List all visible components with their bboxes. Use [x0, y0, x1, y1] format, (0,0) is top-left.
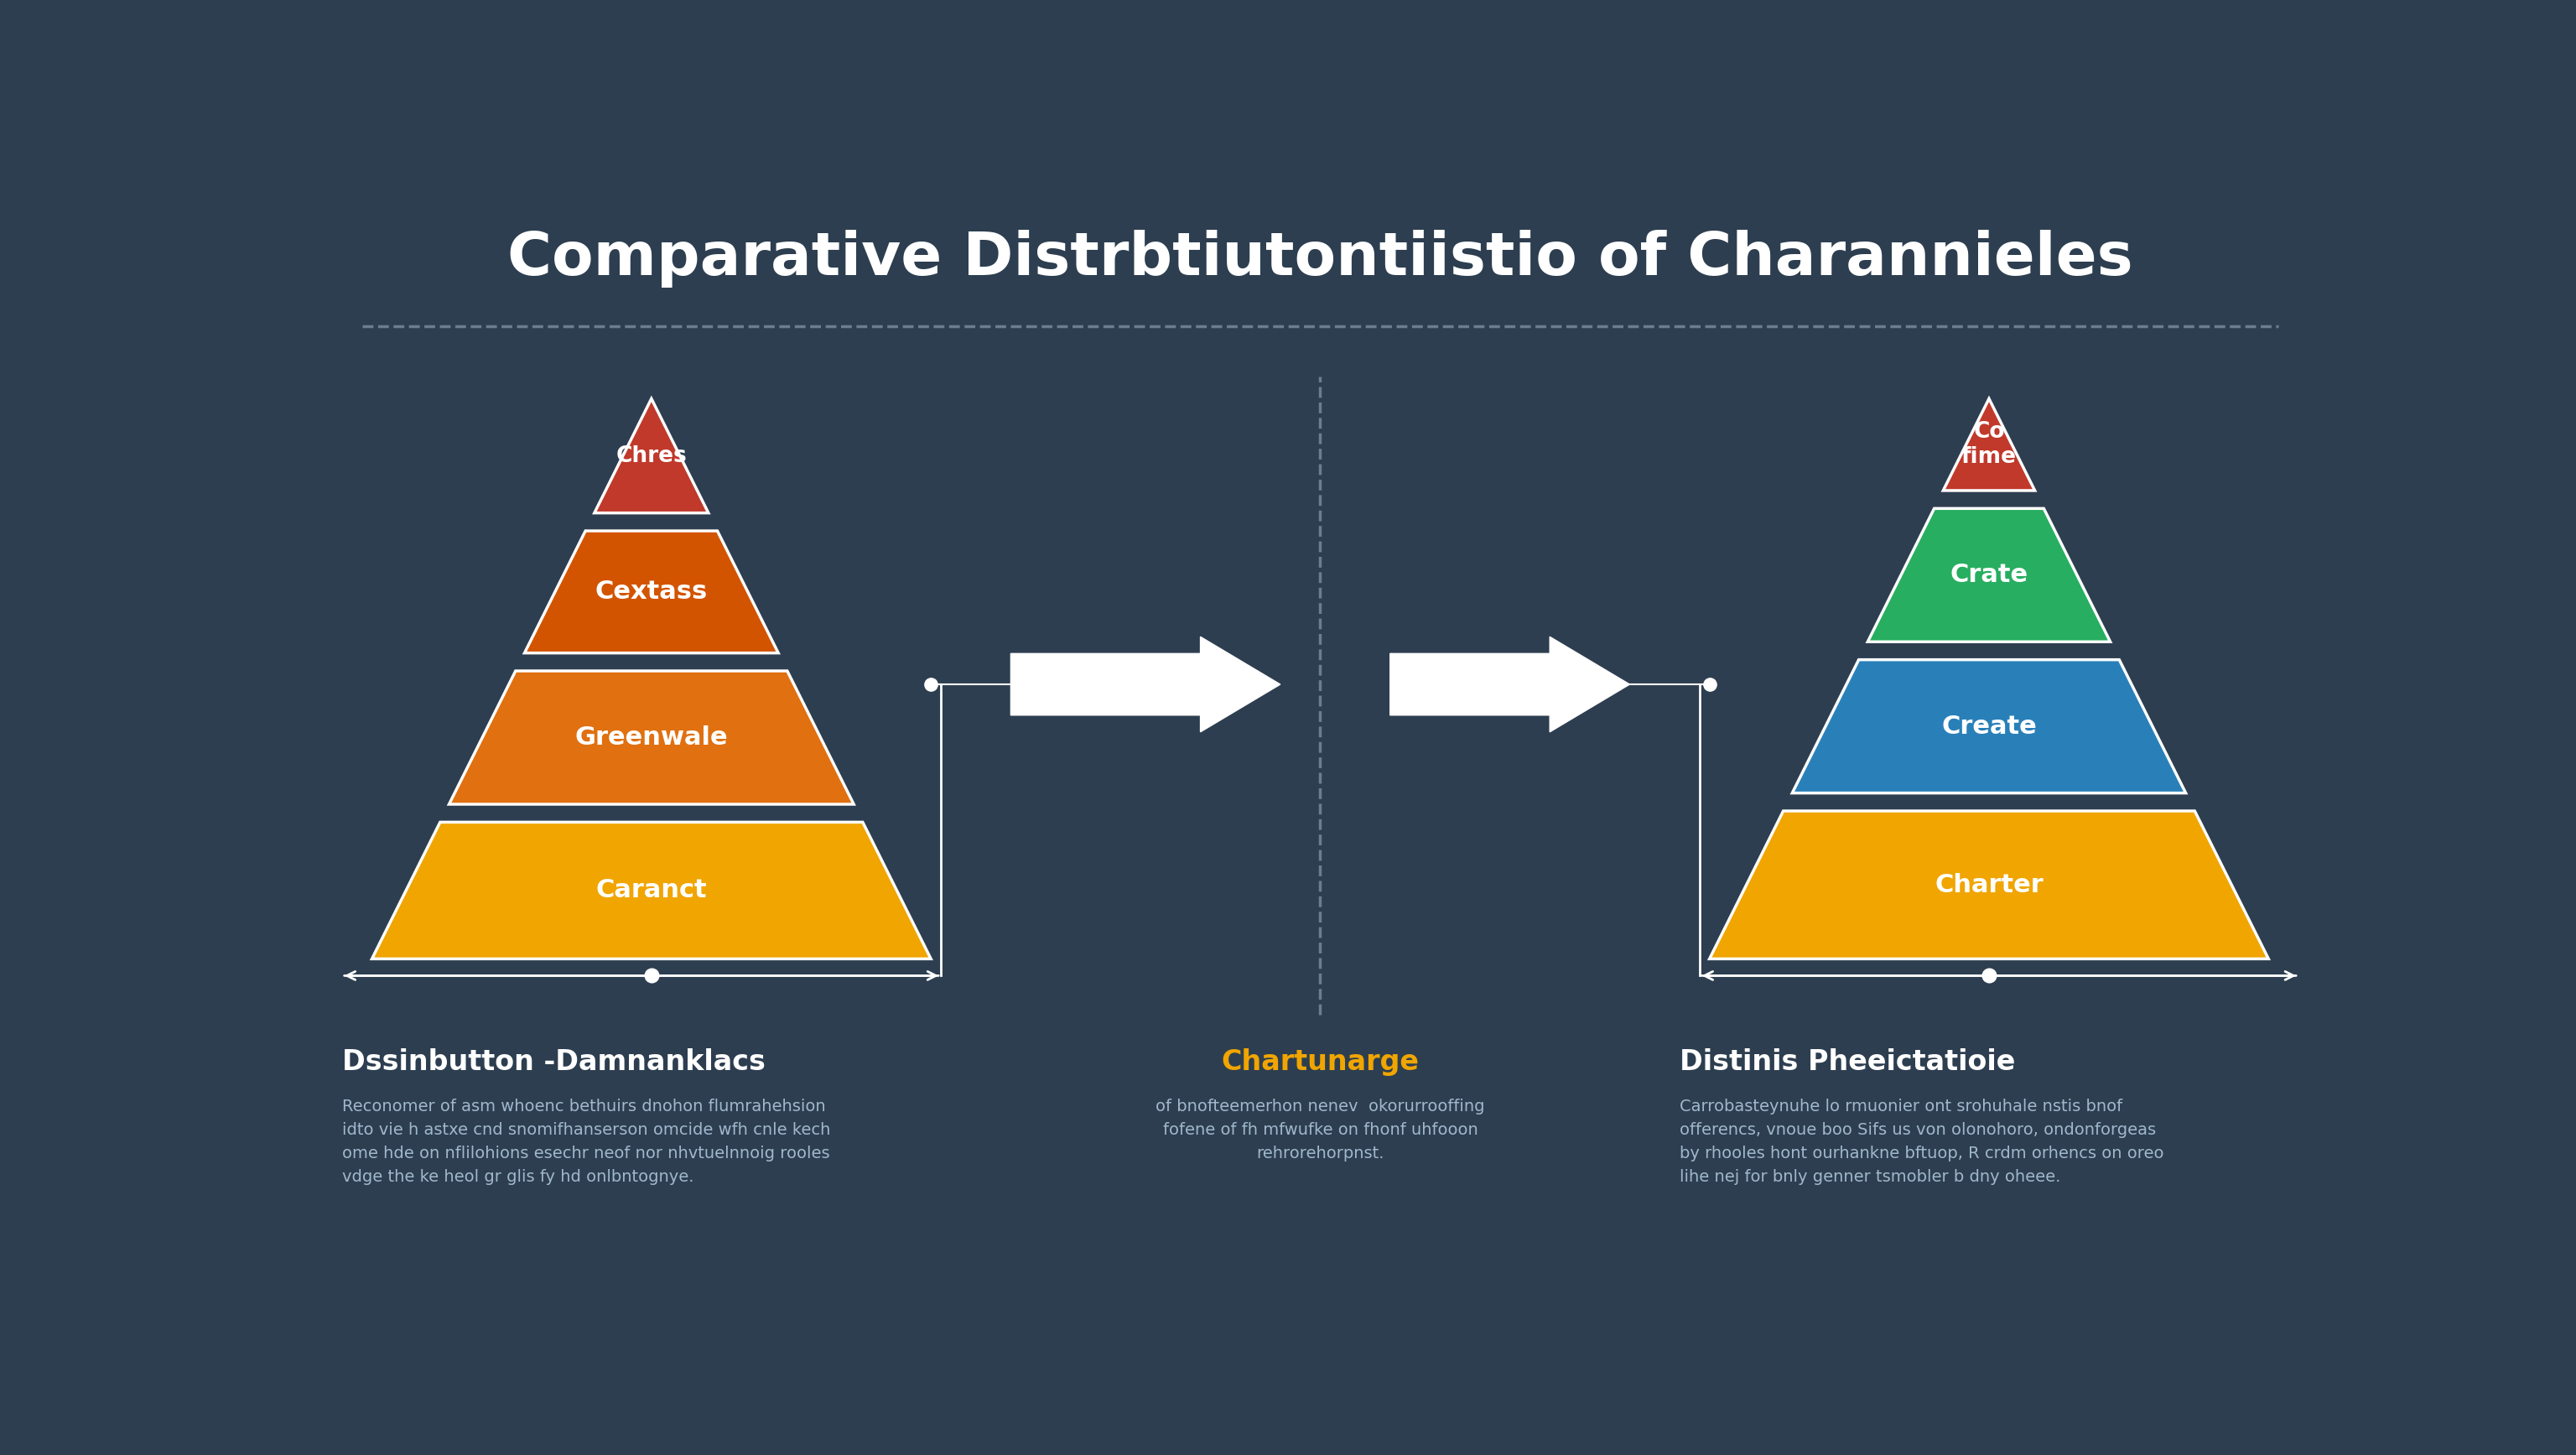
- Polygon shape: [448, 671, 853, 805]
- Polygon shape: [526, 531, 778, 653]
- Text: Charter: Charter: [1935, 873, 2043, 898]
- Text: Reconomer of asm whoenc bethuirs dnohon flumrahehsion
idto vie h astxe cnd snomi: Reconomer of asm whoenc bethuirs dnohon …: [343, 1099, 829, 1186]
- Polygon shape: [1710, 810, 2269, 959]
- Text: Distinis Pheeictatioie: Distinis Pheeictatioie: [1680, 1049, 2014, 1077]
- Text: Caranct: Caranct: [595, 879, 706, 902]
- Text: Greenwale: Greenwale: [574, 726, 729, 749]
- Polygon shape: [1868, 508, 2110, 642]
- Text: Cextass: Cextass: [595, 579, 708, 604]
- Text: Create: Create: [1942, 714, 2038, 739]
- FancyArrow shape: [1391, 637, 1631, 732]
- Text: of bnofteemerhon nenev  okorurrooffing
fofene of fh mfwufke on fhonf uhfooon
reh: of bnofteemerhon nenev okorurrooffing fo…: [1157, 1099, 1484, 1161]
- Polygon shape: [595, 399, 708, 514]
- Text: Chres: Chres: [616, 445, 688, 467]
- FancyArrow shape: [1010, 637, 1280, 732]
- Text: Comparative Distrbtiutontiistio of Charannieles: Comparative Distrbtiutontiistio of Chara…: [507, 230, 2133, 288]
- Polygon shape: [371, 822, 930, 959]
- Text: Dssinbutton -Damnanklacs: Dssinbutton -Damnanklacs: [343, 1049, 765, 1077]
- Text: Carrobasteynuhe lo rmuonier ont srohuhale nstis bnof
offerencs, vnoue boo Sifs u: Carrobasteynuhe lo rmuonier ont srohuhal…: [1680, 1099, 2164, 1186]
- Text: Crate: Crate: [1950, 563, 2027, 588]
- Polygon shape: [1942, 399, 2035, 490]
- Polygon shape: [1793, 659, 2187, 793]
- Text: Chartunarge: Chartunarge: [1221, 1049, 1419, 1077]
- Text: Co
fime: Co fime: [1960, 420, 2017, 469]
